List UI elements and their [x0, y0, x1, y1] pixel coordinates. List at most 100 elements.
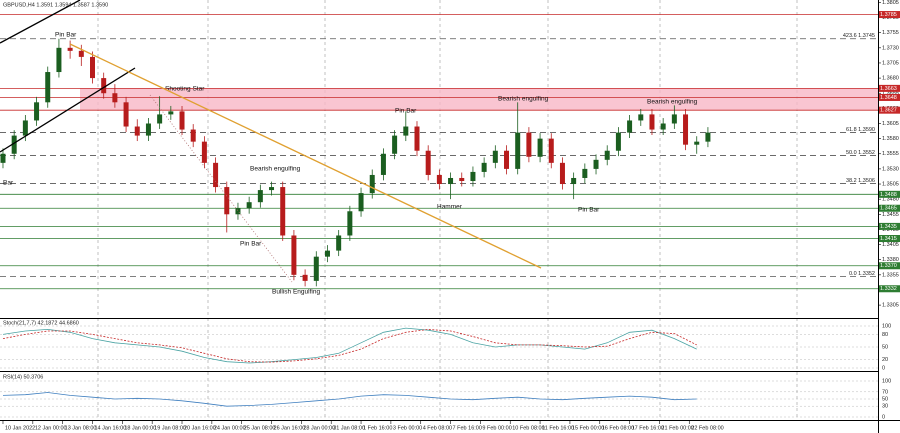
pattern-annotation: Pin Bar	[240, 241, 262, 248]
pattern-annotation: Bar	[3, 180, 14, 187]
price-badge-label: 1.3648	[880, 95, 897, 101]
price-badge-label: 1.3627	[880, 108, 897, 114]
candle-body	[403, 126, 409, 136]
y-tick-label: 1.3755	[882, 30, 899, 36]
x-tick-label: 12 Jan 00:00	[35, 425, 67, 431]
candle-body	[369, 174, 375, 194]
candle-body	[448, 177, 454, 185]
candle-body	[414, 126, 420, 151]
candle-body	[358, 193, 364, 212]
candle-body	[112, 93, 118, 103]
indicator-line	[2, 328, 697, 363]
pattern-annotation: Bearish engulfing	[250, 166, 301, 173]
candle-body	[582, 168, 588, 178]
candle-body	[615, 132, 621, 151]
y-tick-label: 1.3380	[882, 257, 899, 263]
candle-body	[526, 132, 532, 157]
price-badge	[879, 190, 900, 198]
y-tick-label: 1.3555	[882, 151, 899, 157]
price-badge	[879, 106, 900, 114]
y-tick-label: 100	[882, 378, 891, 384]
price-badge	[879, 93, 900, 101]
candle-body	[593, 159, 599, 169]
x-tick-label: 3 Feb 00:00	[393, 425, 422, 431]
price-badge	[879, 84, 900, 92]
candle-body	[190, 129, 196, 142]
candle-body	[347, 211, 353, 236]
x-tick-label: 25 Jan 08:00	[244, 425, 276, 431]
candle-body	[671, 114, 677, 124]
price-badge-label: 1.3663	[880, 86, 897, 92]
plot-background	[0, 0, 878, 420]
candle-body	[470, 171, 476, 182]
y-tick-label: 50	[882, 344, 888, 350]
candle-body	[56, 47, 62, 73]
pattern-annotation: Pin Bar	[395, 108, 417, 115]
x-tick-label: 20 Jan 16:00	[184, 425, 216, 431]
y-tick-label: 1.3355	[882, 272, 899, 278]
x-tick-label: 10 Feb 08:00	[512, 425, 544, 431]
indicator-panels	[0, 325, 878, 418]
y-tick-label: 1.3580	[882, 136, 899, 142]
candle-body	[380, 153, 386, 175]
candle-body	[0, 153, 6, 163]
x-tick-label: 24 Jan 00:00	[214, 425, 246, 431]
candle-body	[89, 56, 95, 79]
x-tick-label: 19 Jan 08:00	[154, 425, 186, 431]
y-tick-label: 0	[882, 414, 885, 420]
x-tick-label: 31 Jan 08:00	[333, 425, 365, 431]
candle-body	[257, 190, 263, 203]
y-tick-label: 80	[882, 332, 888, 338]
x-tick-label: 4 Feb 08:00	[423, 425, 452, 431]
x-tick-label: 22 Feb 08:00	[691, 425, 723, 431]
y-tick-label: 1.3405	[882, 242, 899, 248]
candle-body	[515, 132, 521, 169]
x-tick-label: 17 Feb 16:00	[632, 425, 664, 431]
price-badge	[879, 285, 900, 293]
candle-body	[67, 47, 73, 51]
candle-body	[324, 250, 330, 257]
candle-body	[101, 78, 107, 94]
x-tick-label: 7 Feb 16:00	[453, 425, 482, 431]
price-badge	[879, 262, 900, 270]
candle-body	[168, 111, 174, 115]
y-tick-label: 0	[882, 365, 885, 371]
y-tick-label: 30	[882, 404, 888, 410]
y-tick-label: 1.3705	[882, 60, 899, 66]
candle-body	[504, 150, 510, 169]
candle-body	[392, 135, 398, 154]
candle-body	[492, 150, 498, 163]
candle-body	[548, 138, 554, 163]
price-badge-label: 1.3435	[880, 224, 897, 230]
fib-level-label: 61.8 1.3590	[846, 127, 875, 133]
y-tick-label: 1.3505	[882, 181, 899, 187]
x-tick-label: 11 Feb 16:00	[542, 425, 574, 431]
candle-body	[313, 256, 319, 281]
candle-body	[134, 126, 140, 136]
x-tick-label: 13 Jan 08:00	[65, 425, 97, 431]
trendline	[0, 0, 81, 44]
pattern-annotation: Shooting Star	[165, 86, 205, 93]
candle-body	[459, 177, 465, 182]
trendline	[0, 67, 136, 153]
candle-body	[179, 111, 185, 130]
candle-body	[425, 150, 431, 175]
y-tick-label: 1.3480	[882, 197, 899, 203]
candle-body	[201, 141, 207, 163]
y-tick-label: 100	[882, 323, 891, 329]
candle-body	[436, 174, 442, 185]
fib-base-line	[149, 94, 293, 283]
candle-body	[481, 162, 487, 172]
candle-body	[45, 72, 51, 103]
candle-body	[145, 123, 151, 136]
stoch-title: Stoch(21,7,7) 42.1872 44.6860	[3, 320, 79, 326]
price-badge-label: 1.3488	[880, 192, 897, 198]
price-panel: 423.6 1.3745 61.8 1.3590 50.0 1.3552 38.2 1…	[0, 14, 878, 296]
price-badge	[879, 235, 900, 243]
y-tick-label: 1.3605	[882, 121, 899, 127]
candle-body	[649, 114, 655, 130]
x-tick-label: 28 Jan 00:00	[303, 425, 335, 431]
price-badge	[879, 11, 900, 19]
